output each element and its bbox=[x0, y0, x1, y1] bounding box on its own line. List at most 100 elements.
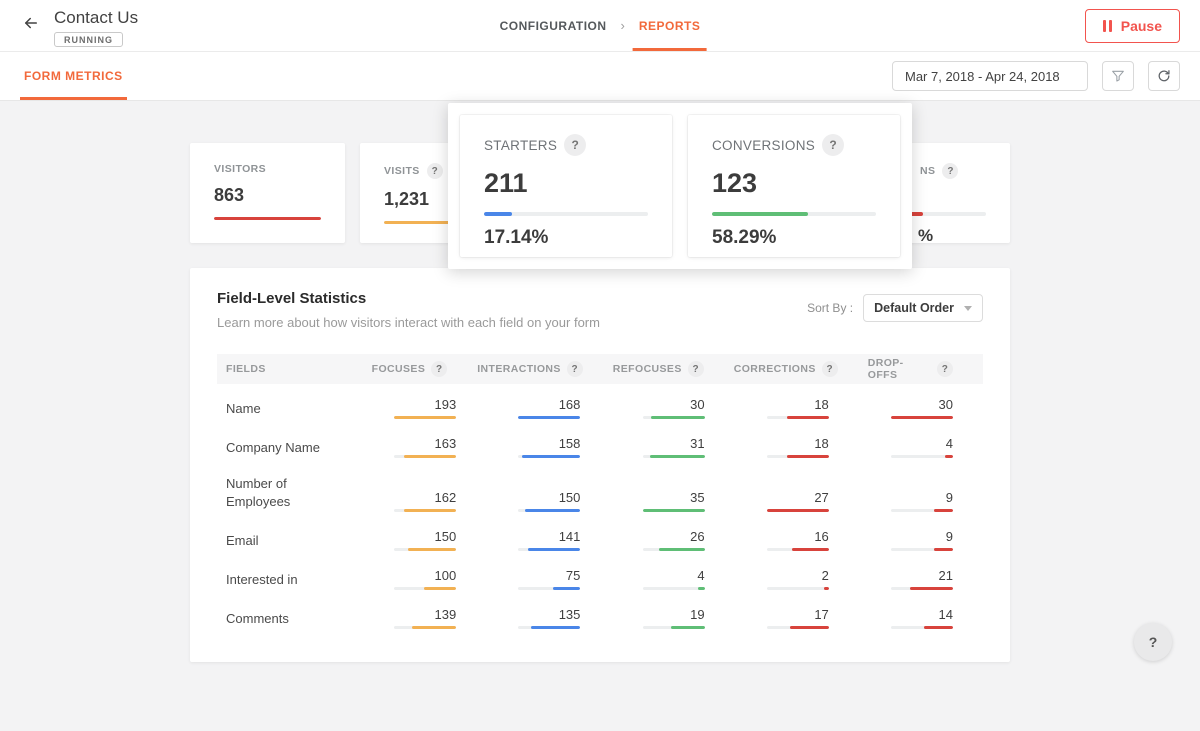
column-help-icon[interactable]: ? bbox=[687, 361, 704, 377]
stat-value: 30 bbox=[690, 397, 705, 412]
stat-cell: 18 bbox=[735, 397, 859, 419]
field-level-statistics-card: Field-Level Statistics Learn more about … bbox=[190, 268, 1010, 662]
stat-value: 100 bbox=[434, 568, 457, 583]
stat-cell: 150 bbox=[362, 529, 486, 551]
column-help-icon[interactable]: ? bbox=[566, 361, 583, 377]
stat-bar bbox=[394, 587, 457, 590]
stat-bar bbox=[766, 626, 829, 629]
stat-cell: 135 bbox=[486, 607, 610, 629]
stat-bar bbox=[394, 626, 457, 629]
stat-bar bbox=[518, 587, 581, 590]
stat-value: 150 bbox=[434, 529, 457, 544]
stat-bar bbox=[642, 455, 705, 458]
stat-value: 2 bbox=[821, 568, 829, 583]
visits-bar bbox=[384, 221, 491, 224]
stat-cell: 163 bbox=[362, 436, 486, 458]
column-help-icon[interactable]: ? bbox=[431, 361, 448, 377]
stat-value: 4 bbox=[945, 436, 953, 451]
stat-value: 35 bbox=[690, 490, 705, 505]
stat-cell: 35 bbox=[610, 490, 734, 512]
help-icon[interactable]: ? bbox=[822, 134, 845, 156]
stat-cell: 9 bbox=[859, 529, 983, 551]
stat-bar bbox=[394, 455, 457, 458]
stat-bar bbox=[642, 416, 705, 419]
popover-card-percent: 17.14% bbox=[484, 227, 549, 248]
stat-cell: 193 bbox=[362, 397, 486, 419]
stat-cell: 139 bbox=[362, 607, 486, 629]
popover-card-value: 123 bbox=[712, 168, 758, 198]
breadcrumb: CONFIGURATION › REPORTS bbox=[499, 0, 706, 51]
popover-card-label: STARTERS bbox=[484, 137, 558, 153]
funnel-icon bbox=[1112, 70, 1124, 82]
stat-value: 31 bbox=[690, 436, 705, 451]
stat-bar bbox=[394, 416, 457, 419]
date-range-input[interactable]: Mar 7, 2018 - Apr 24, 2018 bbox=[892, 61, 1088, 91]
table-row: Name 193 168 30 18 30 bbox=[217, 388, 983, 427]
visitors-label: VISITORS bbox=[214, 163, 267, 175]
partial-card-help-icon[interactable]: ? bbox=[942, 163, 959, 179]
stat-cell: 4 bbox=[610, 568, 734, 590]
table-row: Number of Employees 162 150 35 27 9 bbox=[217, 466, 983, 520]
page-title: Contact Us bbox=[54, 8, 139, 27]
tab-form-metrics[interactable]: FORM METRICS bbox=[20, 52, 127, 100]
field-stats-subtitle: Learn more about how visitors interact w… bbox=[217, 315, 600, 330]
stat-value: 9 bbox=[945, 529, 953, 544]
visits-label: VISITS bbox=[384, 165, 420, 177]
stat-bar bbox=[766, 416, 829, 419]
field-stats-title: Field-Level Statistics bbox=[217, 290, 367, 307]
refresh-button[interactable] bbox=[1148, 61, 1180, 91]
help-icon[interactable]: ? bbox=[564, 134, 587, 156]
stat-value: 141 bbox=[558, 529, 581, 544]
stat-value: 158 bbox=[558, 436, 581, 451]
filter-button[interactable] bbox=[1102, 61, 1134, 91]
stat-cell: 30 bbox=[859, 397, 983, 419]
help-button[interactable]: ? bbox=[1134, 623, 1172, 661]
stat-cell: 17 bbox=[735, 607, 859, 629]
stat-cell: 4 bbox=[859, 436, 983, 458]
popover-card-label: CONVERSIONS bbox=[712, 137, 816, 153]
stat-value: 26 bbox=[690, 529, 705, 544]
pause-button[interactable]: Pause bbox=[1084, 8, 1180, 43]
stat-cell: 158 bbox=[486, 436, 610, 458]
stat-cell: 31 bbox=[610, 436, 734, 458]
column-help-icon[interactable]: ? bbox=[937, 361, 953, 377]
table-row: Company Name 163 158 31 18 4 bbox=[217, 427, 983, 466]
column-header-interactions: INTERACTIONS? bbox=[477, 361, 613, 377]
stat-bar bbox=[890, 587, 953, 590]
back-arrow-icon[interactable] bbox=[20, 12, 42, 37]
stat-bar bbox=[890, 626, 953, 629]
column-help-icon[interactable]: ? bbox=[821, 361, 838, 377]
table-row: Interested in 100 75 4 2 21 bbox=[217, 559, 983, 598]
visits-help-icon[interactable]: ? bbox=[426, 163, 443, 179]
pause-button-label: Pause bbox=[1120, 17, 1162, 34]
stat-value: 168 bbox=[558, 397, 581, 412]
popover-card-conversions: CONVERSIONS? 123 58.29% bbox=[688, 115, 900, 257]
stat-cell: 141 bbox=[486, 529, 610, 551]
stat-bar bbox=[518, 416, 581, 419]
field-name: Company Name bbox=[226, 440, 320, 455]
sort-order-dropdown[interactable]: Default Order bbox=[863, 294, 983, 322]
status-badge: RUNNING bbox=[54, 32, 123, 47]
stat-value: 9 bbox=[945, 490, 953, 505]
breadcrumb-configuration[interactable]: CONFIGURATION bbox=[499, 18, 607, 33]
stat-cell: 21 bbox=[859, 568, 983, 590]
stat-cell: 162 bbox=[362, 490, 486, 512]
stat-cell: 150 bbox=[486, 490, 610, 512]
stat-bar bbox=[642, 587, 705, 590]
stat-cell: 2 bbox=[735, 568, 859, 590]
stat-bar bbox=[642, 509, 705, 512]
stat-cell: 100 bbox=[362, 568, 486, 590]
stat-value: 163 bbox=[434, 436, 457, 451]
stat-value: 16 bbox=[814, 529, 829, 544]
column-header-focuses: FOCUSES? bbox=[362, 361, 477, 377]
breadcrumb-reports[interactable]: REPORTS bbox=[632, 0, 706, 51]
stat-cell: 19 bbox=[610, 607, 734, 629]
visitors-value: 863 bbox=[214, 185, 245, 205]
stat-bar bbox=[642, 548, 705, 551]
column-header-corrections: CORRECTIONS? bbox=[734, 361, 868, 377]
sort-by-label: Sort By : bbox=[807, 301, 854, 315]
stat-cell: 75 bbox=[486, 568, 610, 590]
stat-value: 162 bbox=[434, 490, 457, 505]
table-row: Comments 139 135 19 17 14 bbox=[217, 598, 983, 637]
stat-bar bbox=[766, 509, 829, 512]
